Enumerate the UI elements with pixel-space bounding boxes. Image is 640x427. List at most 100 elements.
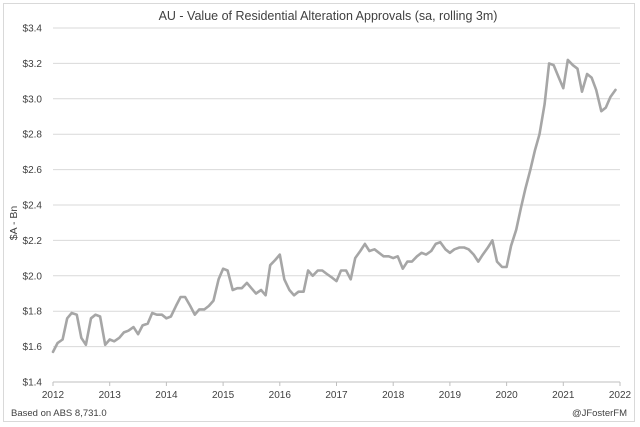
- data-point: [331, 276, 333, 279]
- data-point: [477, 260, 480, 263]
- data-point: [108, 338, 111, 341]
- data-point: [127, 329, 130, 332]
- x-tick-label: 2021: [552, 390, 575, 401]
- data-point: [80, 337, 83, 339]
- data-point: [246, 282, 248, 284]
- data-point: [198, 308, 201, 311]
- y-tick-label: $2.2: [23, 236, 43, 247]
- x-tick-label: 2017: [325, 390, 348, 401]
- data-point: [118, 337, 121, 339]
- series-layer: [51, 58, 617, 354]
- author-handle: @JFosterFM: [572, 408, 627, 419]
- data-point: [364, 243, 366, 245]
- data-point: [141, 324, 144, 327]
- data-point: [501, 266, 503, 268]
- data-point: [453, 248, 456, 251]
- data-point: [491, 239, 494, 242]
- y-tick-label: $2.0: [23, 271, 43, 282]
- data-point: [307, 269, 309, 272]
- data-point: [562, 87, 565, 89]
- data-point: [467, 248, 470, 251]
- data-point: [558, 76, 560, 79]
- data-point: [317, 269, 319, 272]
- data-point: [184, 296, 186, 298]
- data-point: [56, 342, 59, 344]
- data-point: [472, 253, 475, 256]
- data-point: [283, 278, 286, 281]
- data-point: [382, 255, 385, 258]
- data-point: [378, 252, 380, 254]
- data-point: [373, 248, 376, 251]
- chart-title: AU - Value of Residential Alteration App…: [159, 9, 498, 23]
- data-point: [137, 333, 139, 336]
- y-tick-label: $1.6: [23, 342, 43, 353]
- data-point: [345, 269, 347, 272]
- data-point: [510, 244, 512, 247]
- data-point: [538, 133, 541, 135]
- data-point: [70, 312, 73, 314]
- data-point: [543, 103, 546, 105]
- data-point: [241, 287, 243, 290]
- data-point: [321, 269, 324, 272]
- data-point: [487, 246, 489, 249]
- x-tick-label: 2015: [212, 390, 235, 401]
- data-point: [260, 289, 262, 291]
- data-point: [396, 255, 399, 258]
- data-point: [387, 255, 390, 258]
- data-point: [340, 269, 342, 272]
- data-point: [496, 260, 498, 263]
- data-point: [534, 149, 536, 151]
- data-point: [505, 266, 508, 268]
- data-point: [61, 338, 64, 341]
- data-point: [430, 250, 433, 252]
- data-point: [434, 243, 437, 245]
- data-point: [269, 264, 272, 267]
- data-point: [402, 267, 404, 270]
- x-tick-labels: 2012 2013 2014 2015 2016 2017 2018 2019 2020 2021…: [42, 382, 632, 401]
- data-point: [609, 96, 612, 98]
- data-point: [165, 317, 168, 320]
- data-point: [302, 290, 305, 293]
- data-point: [420, 252, 423, 254]
- data-point: [548, 62, 550, 65]
- data-point: [288, 289, 291, 291]
- data-point: [297, 290, 300, 293]
- data-point: [586, 73, 588, 75]
- x-tick-label: 2013: [99, 390, 122, 401]
- x-tick-label: 2019: [439, 390, 462, 401]
- x-tick-label: 2016: [269, 390, 292, 401]
- data-point: [335, 280, 338, 282]
- data-point: [482, 253, 484, 256]
- data-point: [406, 260, 409, 263]
- data-point: [194, 313, 196, 316]
- data-point: [326, 273, 328, 275]
- grid-layer: [53, 27, 620, 383]
- y-tick-label: $1.4: [23, 378, 43, 389]
- data-point: [520, 207, 522, 210]
- data-point: [600, 110, 603, 112]
- data-point: [179, 296, 182, 298]
- data-point: [581, 90, 583, 93]
- data-point: [85, 344, 87, 346]
- data-point: [595, 89, 597, 91]
- data-point: [170, 315, 172, 318]
- data-point: [605, 106, 607, 109]
- y-tick-label: $3.4: [23, 24, 43, 35]
- data-point: [94, 313, 97, 316]
- data-point: [250, 287, 253, 290]
- data-point: [217, 278, 220, 281]
- x-tick-label: 2018: [382, 390, 405, 401]
- x-tick-label: 2022: [609, 390, 632, 401]
- data-point: [76, 313, 78, 316]
- data-point: [99, 315, 101, 318]
- data-point: [231, 289, 234, 291]
- data-point: [449, 252, 451, 254]
- data-point: [552, 64, 555, 66]
- data-point: [203, 308, 206, 311]
- data-point: [416, 255, 418, 258]
- data-point: [614, 89, 617, 91]
- data-point: [274, 259, 277, 261]
- data-point: [576, 67, 579, 70]
- data-point: [444, 248, 447, 251]
